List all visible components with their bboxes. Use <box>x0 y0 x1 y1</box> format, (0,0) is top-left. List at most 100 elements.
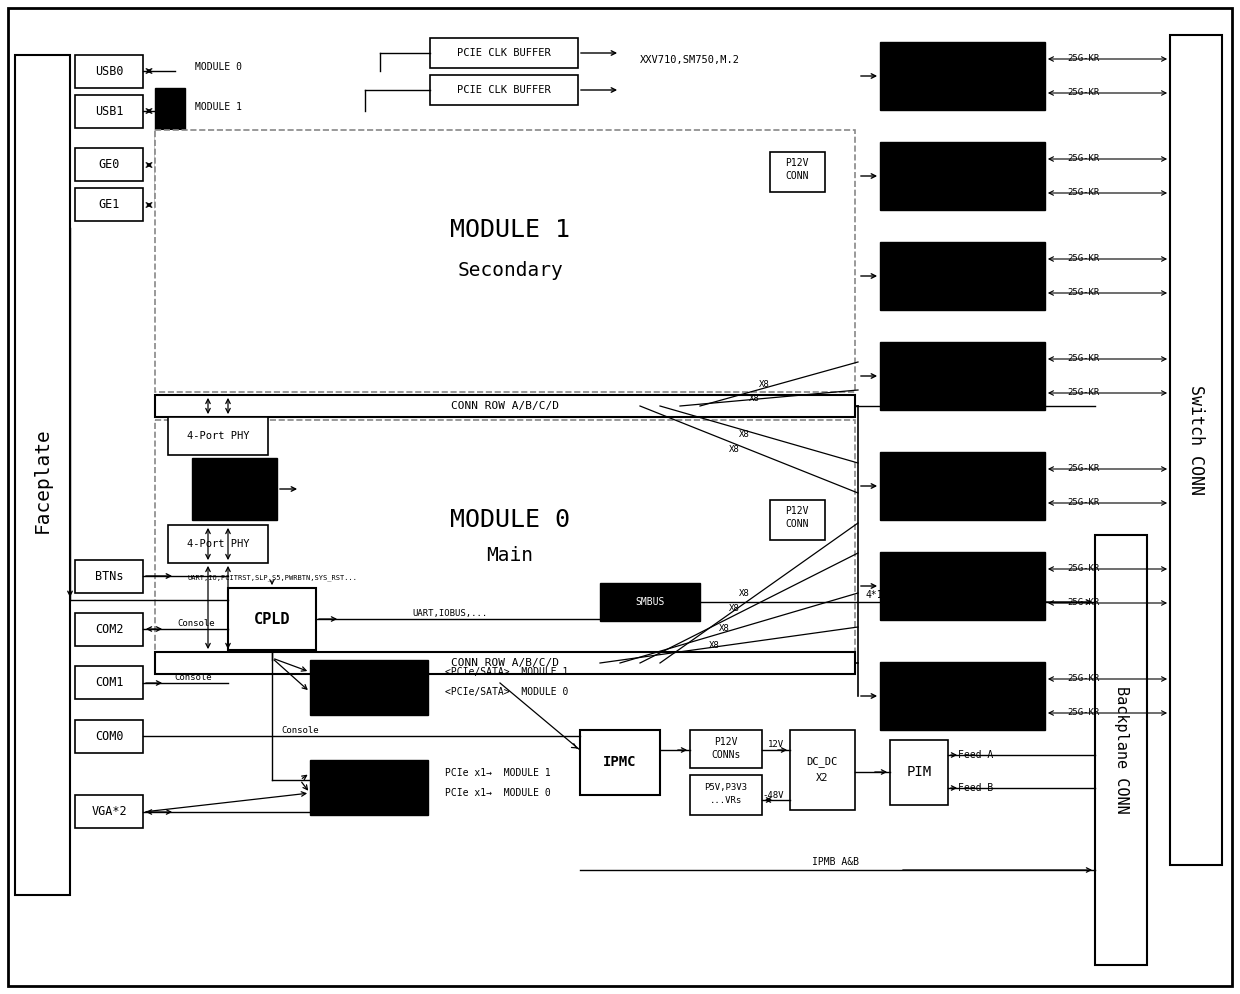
Text: Secondary: Secondary <box>458 260 563 279</box>
Text: X8: X8 <box>749 394 759 403</box>
Bar <box>15 55 69 895</box>
Bar <box>1095 535 1147 965</box>
Text: Main: Main <box>486 546 533 565</box>
Text: USB0: USB0 <box>94 65 123 78</box>
Text: COM2: COM2 <box>94 623 123 636</box>
Text: CPLD: CPLD <box>254 611 290 626</box>
Text: 25G-KR: 25G-KR <box>1066 253 1099 262</box>
Bar <box>74 666 143 699</box>
Bar <box>228 588 316 650</box>
Text: Console: Console <box>281 726 319 735</box>
Bar <box>74 720 143 753</box>
Text: P5V,P3V3: P5V,P3V3 <box>704 782 748 791</box>
Text: Feed A: Feed A <box>959 750 993 760</box>
Text: 25G-KR: 25G-KR <box>1066 87 1099 96</box>
Bar <box>310 760 428 815</box>
Text: 25G-KR: 25G-KR <box>1066 564 1099 573</box>
Text: CONN ROW A/B/C/D: CONN ROW A/B/C/D <box>451 401 559 411</box>
Text: Switch CONN: Switch CONN <box>1187 385 1205 495</box>
Bar <box>167 525 268 563</box>
Bar <box>880 452 1045 520</box>
Bar <box>880 142 1045 210</box>
Bar <box>790 730 856 810</box>
Text: X8: X8 <box>739 429 749 438</box>
Text: XXV710,SM750,M.2: XXV710,SM750,M.2 <box>640 55 740 65</box>
Text: X8: X8 <box>708 640 719 649</box>
Text: CONN: CONN <box>785 171 808 181</box>
Text: Console: Console <box>177 618 215 627</box>
Text: 4-Port PHY: 4-Port PHY <box>187 431 249 441</box>
Text: 25G-KR: 25G-KR <box>1066 498 1099 507</box>
Bar <box>880 552 1045 620</box>
Text: UART,IO,PCITRST,SLP_S5,PWRBTN,SYS_RST...: UART,IO,PCITRST,SLP_S5,PWRBTN,SYS_RST... <box>187 575 357 581</box>
Bar <box>155 652 856 674</box>
Bar <box>310 660 428 715</box>
Text: UART,IOBUS,...: UART,IOBUS,... <box>413 608 487 617</box>
Text: IPMB A&B: IPMB A&B <box>811 857 858 867</box>
Text: PCIe x1→  MODULE 1: PCIe x1→ MODULE 1 <box>445 768 551 778</box>
Text: PCIE CLK BUFFER: PCIE CLK BUFFER <box>458 85 551 95</box>
Text: Backplane CONN: Backplane CONN <box>1114 686 1128 814</box>
Text: ...VRs: ...VRs <box>709 795 742 804</box>
Text: X8: X8 <box>759 380 769 389</box>
Text: DC_DC: DC_DC <box>806 756 838 767</box>
Bar <box>770 152 825 192</box>
Bar <box>74 188 143 221</box>
Bar <box>880 662 1045 730</box>
Text: PCIE CLK BUFFER: PCIE CLK BUFFER <box>458 48 551 58</box>
Bar <box>192 458 277 520</box>
Text: 25G-KR: 25G-KR <box>1066 354 1099 363</box>
Bar <box>1171 35 1221 865</box>
Bar <box>74 795 143 828</box>
Text: IPMC: IPMC <box>603 755 637 769</box>
Bar <box>155 395 856 417</box>
Bar <box>689 775 763 815</box>
Text: GE0: GE0 <box>98 158 120 171</box>
Text: X8: X8 <box>719 623 729 632</box>
Bar <box>155 130 856 392</box>
Bar <box>880 42 1045 110</box>
Text: X8: X8 <box>739 588 749 597</box>
Text: Faceplate: Faceplate <box>32 427 52 533</box>
Bar <box>880 242 1045 310</box>
Text: PCIe x1→  MODULE 0: PCIe x1→ MODULE 0 <box>445 788 551 798</box>
Text: 25G-KR: 25G-KR <box>1066 54 1099 63</box>
Bar <box>689 730 763 768</box>
Bar <box>155 420 856 652</box>
Bar <box>74 560 143 593</box>
Text: 25G-KR: 25G-KR <box>1066 388 1099 397</box>
Text: GE1: GE1 <box>98 198 120 211</box>
Text: -48V: -48V <box>763 790 784 799</box>
Bar <box>430 75 578 105</box>
Text: <PCIe/SATA>  MODULE 0: <PCIe/SATA> MODULE 0 <box>445 687 568 697</box>
Text: 4-Port PHY: 4-Port PHY <box>187 539 249 549</box>
Text: COM0: COM0 <box>94 730 123 743</box>
Bar <box>74 95 143 128</box>
Text: 25G-KR: 25G-KR <box>1066 463 1099 472</box>
Text: 4*1GBase-T: 4*1GBase-T <box>866 590 924 600</box>
Text: X8: X8 <box>729 603 739 612</box>
Text: 25G-KR: 25G-KR <box>1066 597 1099 606</box>
Bar <box>770 500 825 540</box>
Bar <box>890 740 949 805</box>
Text: PIM: PIM <box>906 765 931 779</box>
Bar <box>74 55 143 88</box>
Text: MODULE 0: MODULE 0 <box>195 62 242 72</box>
Text: 25G-KR: 25G-KR <box>1066 287 1099 296</box>
Text: 25G-KR: 25G-KR <box>1066 188 1099 197</box>
Text: SMBUS: SMBUS <box>635 597 665 607</box>
Bar <box>600 583 701 621</box>
Text: CONN ROW A/B/C/D: CONN ROW A/B/C/D <box>451 658 559 668</box>
Text: VGA*2: VGA*2 <box>92 805 126 818</box>
Text: USB1: USB1 <box>94 105 123 118</box>
Bar <box>74 148 143 181</box>
Bar <box>167 417 268 455</box>
Bar <box>580 730 660 795</box>
Text: P12V: P12V <box>785 506 808 516</box>
Bar <box>155 88 185 208</box>
Text: 12V: 12V <box>768 740 784 748</box>
Text: X8: X8 <box>729 444 739 453</box>
Text: P12V: P12V <box>785 158 808 168</box>
Bar <box>74 613 143 646</box>
Text: CONN: CONN <box>785 519 808 529</box>
